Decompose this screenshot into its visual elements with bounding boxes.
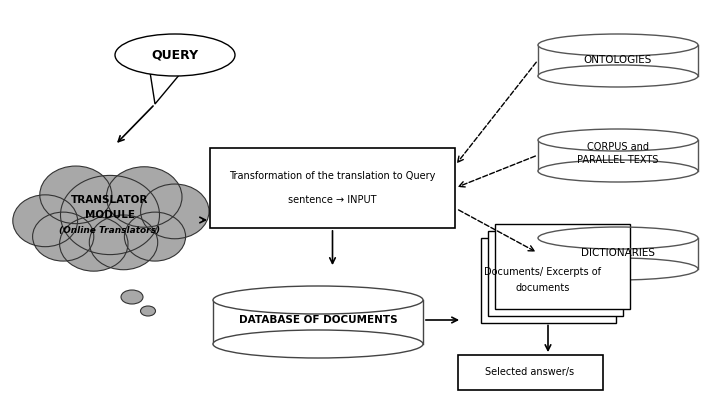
Text: Documents/ Excerpts of: Documents/ Excerpts of [484,267,601,277]
Text: MODULE: MODULE [85,210,135,220]
Ellipse shape [538,160,698,182]
Polygon shape [150,72,180,104]
Ellipse shape [115,34,235,76]
Ellipse shape [13,195,77,247]
Ellipse shape [538,258,698,280]
Ellipse shape [538,34,698,56]
FancyBboxPatch shape [488,231,623,316]
Ellipse shape [538,227,698,249]
Ellipse shape [60,216,128,271]
Text: Selected answer/s: Selected answer/s [486,368,574,378]
Ellipse shape [140,184,209,239]
Ellipse shape [213,330,423,358]
Ellipse shape [40,166,112,224]
Ellipse shape [89,215,157,270]
Text: PARALLEL TEXTS: PARALLEL TEXTS [577,155,659,165]
Polygon shape [213,300,423,344]
Ellipse shape [538,129,698,151]
Text: documents: documents [516,283,570,293]
Text: DICTIONARIES: DICTIONARIES [581,248,655,258]
Text: TRANSLATOR: TRANSLATOR [72,195,149,205]
Ellipse shape [106,167,182,227]
Ellipse shape [140,306,155,316]
FancyBboxPatch shape [481,237,615,322]
FancyBboxPatch shape [494,224,630,308]
Text: Transformation of the translation to Query: Transformation of the translation to Que… [229,171,436,181]
Text: ONTOLOGIES: ONTOLOGIES [584,55,652,65]
Text: (Online Translators): (Online Translators) [60,227,160,235]
Polygon shape [538,45,698,76]
Ellipse shape [60,175,160,254]
Polygon shape [538,140,698,171]
Ellipse shape [121,290,143,304]
Text: QUERY: QUERY [152,48,199,62]
Polygon shape [538,238,698,269]
Ellipse shape [33,212,94,261]
Text: DATABASE OF DOCUMENTS: DATABASE OF DOCUMENTS [239,315,397,325]
FancyBboxPatch shape [210,148,455,228]
FancyBboxPatch shape [457,355,603,390]
Ellipse shape [538,65,698,87]
Text: CORPUS and: CORPUS and [587,142,649,152]
Ellipse shape [213,286,423,314]
Text: sentence → INPUT: sentence → INPUT [289,195,376,205]
Ellipse shape [124,212,186,261]
